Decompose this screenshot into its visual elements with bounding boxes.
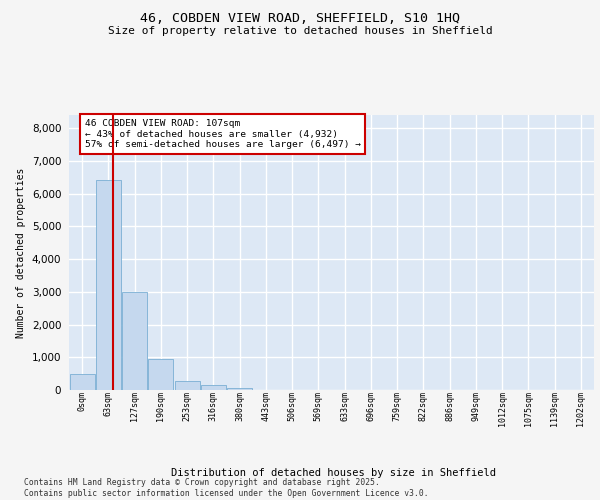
Bar [96,180,121,390]
Bar [148,359,173,390]
Text: Contains HM Land Registry data © Crown copyright and database right 2025.
Contai: Contains HM Land Registry data © Crown c… [24,478,428,498]
Bar [175,381,200,390]
Bar [227,388,252,390]
Bar [201,385,226,390]
Text: Size of property relative to detached houses in Sheffield: Size of property relative to detached ho… [107,26,493,36]
Text: 46, COBDEN VIEW ROAD, SHEFFIELD, S10 1HQ: 46, COBDEN VIEW ROAD, SHEFFIELD, S10 1HQ [140,12,460,26]
Bar [70,374,95,390]
Text: Distribution of detached houses by size in Sheffield: Distribution of detached houses by size … [170,468,496,477]
Text: 46 COBDEN VIEW ROAD: 107sqm
← 43% of detached houses are smaller (4,932)
57% of : 46 COBDEN VIEW ROAD: 107sqm ← 43% of det… [85,119,361,149]
Bar [122,292,147,390]
Y-axis label: Number of detached properties: Number of detached properties [16,168,26,338]
